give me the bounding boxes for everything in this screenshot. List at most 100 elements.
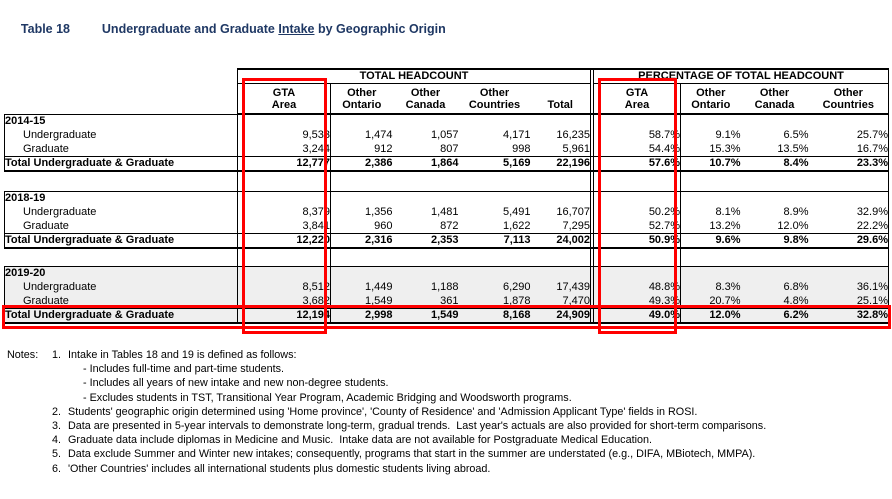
empty-cell [740, 190, 809, 205]
table-number: Table 18 [20, 22, 71, 36]
spacer-cell [459, 171, 531, 191]
percentage-value: 25.1% [808, 294, 890, 308]
headcount-value: 1,878 [458, 294, 531, 308]
gap-cell [590, 190, 594, 205]
headcount-value: 807 [440, 142, 459, 155]
headcount-value: 17,439 [530, 280, 592, 294]
spacer-cell [681, 248, 741, 266]
percentage-value: 8.1% [715, 206, 741, 218]
table-row: Graduate 3,841 960 872 1,622 7,295 52.7% 13.2% 1… [4, 219, 890, 233]
gap-cell [590, 265, 594, 280]
note-text: 'Other Countries' includes all internati… [68, 462, 491, 475]
headcount-value: 1,057 [430, 129, 459, 141]
headcount-value: 3,841 [237, 219, 331, 233]
table-row: Undergraduate 9,533 1,474 1,057 4,171 16,235 5… [4, 128, 890, 142]
empty-cell [392, 113, 459, 128]
headcount-value: 5,961 [530, 142, 592, 156]
percentage-value: 6.5% [783, 129, 809, 141]
percentage-total: 50.9% [593, 232, 682, 249]
empty-cell [458, 265, 531, 280]
headcount-value: 1,188 [392, 280, 459, 294]
empty-cell [237, 190, 331, 205]
empty-cell [237, 113, 331, 128]
headcount-total: 1,864 [392, 155, 459, 172]
headcount-value: 912 [374, 142, 393, 155]
col-header-other-canada-headcount: Other Canada [392, 83, 459, 115]
headcount-total: 2,998 [330, 307, 393, 324]
total-label: Total Undergraduate & Graduate [4, 307, 238, 324]
headcount-value: 6,290 [458, 280, 531, 294]
percentage-value: 4.8% [740, 294, 809, 308]
headcount-total: 12,777 [237, 155, 331, 172]
spacer-cell [681, 171, 741, 191]
percentage-value: 48.8% [593, 280, 682, 294]
percentage-value: 32.9% [808, 205, 890, 219]
spacer-cell [5, 171, 238, 191]
empty-cell [740, 265, 809, 280]
empty-cell [593, 265, 682, 280]
note-number: 6. [52, 462, 62, 475]
spacer-cell [808, 248, 890, 266]
percentage-value: 36.1% [808, 280, 890, 294]
col-header-other-ontario-headcount: Other Ontario [330, 83, 393, 115]
headcount-value: 8,379 [237, 205, 331, 219]
percentage-value: 22.2% [808, 219, 890, 233]
note-item: 1. Intake in Tables 18 and 19 is defined … [0, 348, 892, 362]
col-header-other-countries-percentage: Other Countries [808, 83, 890, 115]
spacer-cell [459, 248, 531, 266]
note-number: 2. [52, 405, 62, 418]
empty-cell [593, 113, 682, 128]
percentage-total: 29.6% [808, 232, 890, 249]
percentage-value: 16.7% [808, 142, 890, 156]
percentage-total: 9.8% [740, 232, 809, 249]
row-label: Graduate [4, 294, 238, 308]
percentage-value: 8.9% [783, 206, 809, 218]
percentage-value: 12.0% [777, 219, 809, 232]
note-text: Intake in Tables 18 and 19 is defined as… [68, 349, 297, 361]
empty-cell [740, 113, 809, 128]
year-label: 2019-20 [4, 265, 238, 280]
col-header-other-countries-headcount: Other Countries [458, 83, 531, 115]
empty-cell [808, 190, 890, 205]
title-underlined-word: Intake [278, 22, 315, 36]
headcount-total: 12,220 [237, 232, 331, 249]
section-gap [590, 83, 594, 115]
percentage-value: 50.2% [593, 205, 682, 219]
total-row: Total Undergraduate & Graduate 12,194 2,99… [4, 307, 890, 324]
empty-cell [530, 265, 592, 280]
headcount-value: 872 [440, 219, 459, 232]
note-subitem: - Includes all years of new intake and n… [83, 377, 389, 390]
empty-cell [808, 113, 890, 128]
note-subitem: - Excludes students in TST, Transitional… [83, 391, 572, 404]
percentage-total: 9.6% [680, 232, 741, 249]
headcount-total: 5,169 [458, 155, 531, 172]
spacer-cell [593, 171, 682, 191]
spacer-cell [5, 248, 238, 266]
headcount-value: 3,244 [237, 142, 331, 156]
spacer-cell [808, 171, 890, 191]
headcount-value: 7,470 [530, 294, 592, 308]
headcount-value: 4,171 [502, 129, 531, 141]
note-number: 1. [52, 349, 62, 361]
total-row: Total Undergraduate & Graduate 12,777 2,38… [4, 155, 890, 172]
empty-cell [680, 113, 741, 128]
gap-cell [590, 280, 594, 294]
col-header-gta-area-headcount: GTA Area [237, 83, 331, 115]
headcount-total: 12,194 [237, 307, 331, 324]
percentage-total: 10.7% [680, 155, 741, 172]
year-row: 2014-15 [4, 113, 890, 128]
percentage-total: 32.8% [808, 307, 890, 324]
table-row: Graduate 3,682 1,549 361 1,878 7,470 49.3% 20.7… [4, 294, 890, 308]
note-text: Data exclude Summer and Winter new intak… [68, 448, 756, 461]
note-item: 3. Data are presented in 5-year intervals… [0, 419, 892, 433]
blank-corner-cell [5, 69, 238, 83]
percentage-total: 6.2% [740, 307, 809, 324]
empty-cell [330, 190, 393, 205]
section-gap [590, 68, 594, 83]
spacer-cell [741, 248, 809, 266]
percentage-total: 57.6% [593, 155, 682, 172]
headcount-value: 998 [512, 142, 531, 155]
gap-cell [590, 155, 594, 172]
spacer-row [5, 171, 890, 191]
